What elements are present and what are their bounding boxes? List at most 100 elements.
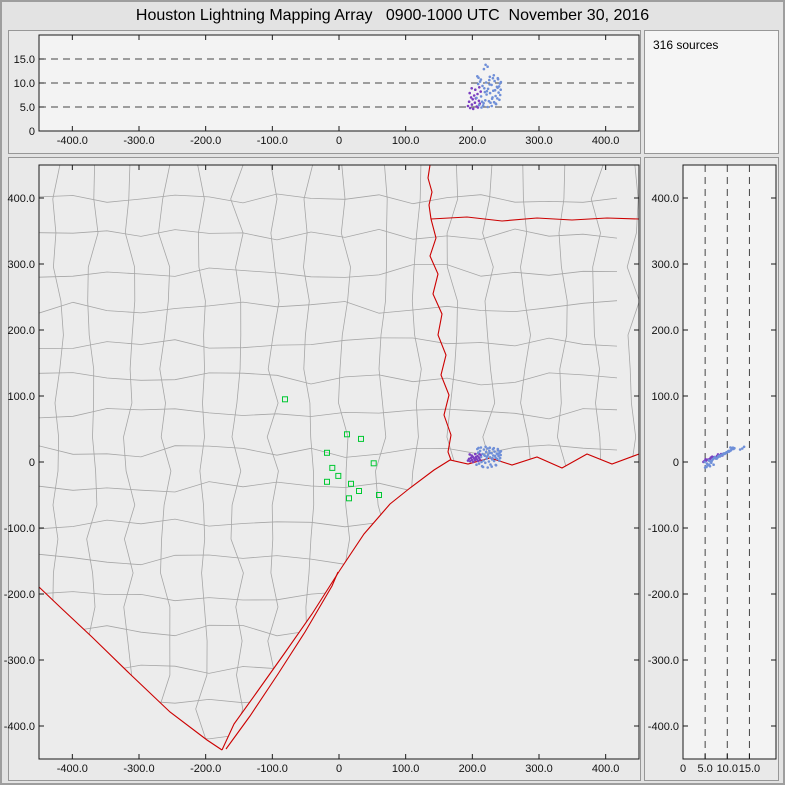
source-point	[709, 456, 713, 459]
source-point	[484, 63, 487, 67]
county-line	[39, 408, 618, 420]
source-point	[719, 454, 722, 458]
source-point	[475, 96, 478, 100]
alt-tick-label: 5.0	[20, 102, 35, 114]
alt-tick-label: 10.0	[717, 763, 738, 775]
source-point	[491, 96, 494, 99]
source-point	[487, 460, 491, 463]
source-point	[477, 462, 481, 465]
source-point	[488, 449, 491, 453]
source-point	[478, 449, 482, 453]
ew-tick-label: -200.0	[190, 763, 221, 775]
source-point	[484, 461, 487, 465]
source-point	[482, 448, 486, 451]
map-plot-area[interactable]	[39, 165, 639, 759]
source-point	[733, 446, 736, 450]
county-line	[195, 165, 208, 744]
source-point	[714, 456, 718, 460]
source-point	[493, 79, 496, 83]
source-point	[492, 446, 496, 450]
source-point	[489, 101, 492, 104]
ns-tick-label: 300.0	[651, 259, 679, 271]
source-point	[482, 67, 486, 71]
source-point	[499, 80, 503, 84]
source-point	[496, 76, 500, 80]
source-point	[484, 445, 487, 449]
source-point	[488, 83, 491, 86]
ns-tick-label: -400.0	[4, 721, 35, 733]
ns-tick-label: -100.0	[648, 523, 679, 535]
ew-tick-label: 0	[336, 135, 342, 147]
source-point	[468, 453, 472, 456]
source-point	[491, 76, 495, 80]
source-point	[467, 100, 471, 103]
alt-ns-plot-area[interactable]	[683, 165, 776, 759]
ns-tick-label: 0	[29, 457, 35, 469]
source-point	[497, 85, 501, 88]
source-point	[477, 76, 480, 79]
source-point	[496, 97, 499, 100]
ns-tick-label: -200.0	[4, 589, 35, 601]
source-point	[476, 92, 479, 96]
ns-tick-label: 100.0	[651, 391, 679, 403]
source-point	[473, 101, 477, 104]
station-marker	[335, 472, 342, 479]
source-point	[490, 465, 494, 468]
coastline	[221, 453, 640, 751]
source-point	[477, 456, 481, 459]
source-point	[488, 75, 492, 79]
source-point	[483, 90, 487, 94]
source-point	[494, 102, 498, 105]
source-point	[726, 450, 730, 453]
source-point	[470, 454, 474, 457]
ns-tick-label: -400.0	[648, 721, 679, 733]
source-point	[481, 84, 484, 88]
ns-tick-label: -300.0	[4, 655, 35, 667]
ew-tick-label: 400.0	[592, 763, 620, 775]
station-marker	[348, 480, 354, 487]
plan-view-group: -400.0 -300.0 -200.0 -100.0 0 100.0 200.0 300.0…	[4, 164, 640, 775]
source-point	[493, 450, 496, 453]
source-point	[471, 107, 475, 111]
source-point	[478, 80, 482, 83]
source-point	[712, 463, 715, 467]
source-point	[479, 455, 483, 459]
county-line	[39, 372, 618, 386]
source-point	[474, 88, 477, 91]
county-line	[39, 228, 618, 241]
source-point	[470, 458, 474, 462]
source-point	[497, 91, 500, 94]
window-title: Houston Lightning Mapping Array 0900-100…	[135, 7, 650, 24]
source-point	[497, 454, 500, 458]
station-marker	[358, 435, 364, 442]
ew-tick-label: 200.0	[459, 763, 487, 775]
source-point	[466, 104, 470, 108]
source-point	[486, 65, 489, 68]
county-line	[39, 337, 618, 349]
source-point	[498, 456, 502, 460]
source-point	[498, 98, 501, 102]
ew-tick-label: 0	[336, 763, 342, 775]
ew-tick-label: 100.0	[392, 135, 420, 147]
ns-tick-label: 400.0	[651, 193, 679, 205]
barrier-island	[225, 571, 339, 750]
source-point	[476, 82, 480, 86]
source-point	[704, 465, 708, 468]
source-point	[481, 104, 485, 107]
source-point	[477, 446, 480, 450]
ns-tick-label: 100.0	[7, 391, 35, 403]
source-point	[496, 447, 500, 451]
source-point	[481, 465, 485, 469]
source-point	[488, 451, 491, 455]
source-point	[486, 466, 490, 469]
source-point	[492, 459, 496, 463]
ew-tick-label: 400.0	[592, 135, 620, 147]
source-point	[477, 103, 481, 107]
source-point	[479, 95, 483, 98]
source-point	[468, 91, 472, 95]
ns-tick-label: 400.0	[7, 193, 35, 205]
alt-tick-label: 5.0	[697, 763, 712, 775]
source-point	[480, 106, 483, 109]
